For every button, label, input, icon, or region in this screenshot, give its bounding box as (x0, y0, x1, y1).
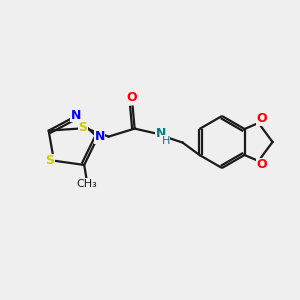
Text: S: S (45, 154, 54, 167)
Text: S: S (78, 121, 87, 134)
Text: O: O (256, 112, 267, 125)
Text: O: O (256, 158, 267, 172)
Text: O: O (126, 91, 137, 104)
Text: CH₃: CH₃ (77, 179, 98, 189)
Text: N: N (94, 130, 105, 143)
Text: N: N (155, 127, 166, 140)
Text: N: N (70, 109, 81, 122)
Text: H: H (161, 136, 170, 146)
